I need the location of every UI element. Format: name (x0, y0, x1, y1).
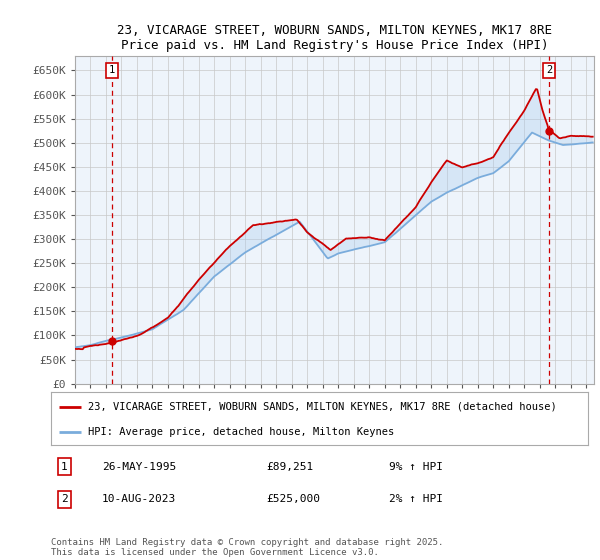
Text: Contains HM Land Registry data © Crown copyright and database right 2025.
This d: Contains HM Land Registry data © Crown c… (51, 538, 443, 557)
Title: 23, VICARAGE STREET, WOBURN SANDS, MILTON KEYNES, MK17 8RE
Price paid vs. HM Lan: 23, VICARAGE STREET, WOBURN SANDS, MILTO… (117, 24, 552, 52)
Text: 26-MAY-1995: 26-MAY-1995 (102, 461, 176, 472)
Text: 23, VICARAGE STREET, WOBURN SANDS, MILTON KEYNES, MK17 8RE (detached house): 23, VICARAGE STREET, WOBURN SANDS, MILTO… (88, 402, 556, 412)
Text: 9% ↑ HPI: 9% ↑ HPI (389, 461, 443, 472)
Text: 10-AUG-2023: 10-AUG-2023 (102, 494, 176, 505)
Text: £525,000: £525,000 (266, 494, 320, 505)
Text: 2: 2 (546, 66, 553, 76)
Text: £89,251: £89,251 (266, 461, 313, 472)
Text: 1: 1 (61, 461, 68, 472)
Text: 2% ↑ HPI: 2% ↑ HPI (389, 494, 443, 505)
Text: 1: 1 (109, 66, 115, 76)
Text: 2: 2 (61, 494, 68, 505)
Text: HPI: Average price, detached house, Milton Keynes: HPI: Average price, detached house, Milt… (88, 427, 394, 437)
